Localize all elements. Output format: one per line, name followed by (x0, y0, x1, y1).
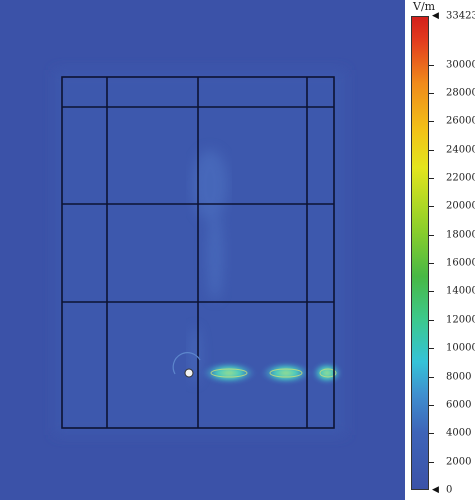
colorbar-tick-label: 2000 (446, 456, 472, 468)
field-hotspots (202, 362, 342, 384)
colorbar-tick-mark (429, 404, 434, 406)
colorbar-tick-mark (429, 433, 434, 435)
colorbar-tick-label: 30000 (446, 59, 475, 71)
geometry-grid (61, 76, 335, 429)
field-plot (0, 0, 405, 500)
colorbar (411, 16, 429, 490)
colorbar-tick-label: 6000 (446, 399, 472, 411)
colorbar-min-label: 0 (446, 484, 453, 496)
colorbar-tick-label: 18000 (446, 229, 475, 241)
colorbar-tick-mark (429, 291, 434, 293)
colorbar-tick-label: 28000 (446, 87, 475, 99)
colorbar-tick-mark (429, 149, 434, 151)
colorbar-tick-mark (429, 461, 434, 463)
colorbar-tick-mark (429, 319, 434, 321)
colorbar-tick-mark (429, 92, 434, 94)
colorbar-tick-label: 4000 (446, 427, 472, 439)
colorbar-unit: V/m (413, 0, 436, 13)
hotspot-3 (312, 362, 342, 384)
colorbar-tick-mark (429, 64, 434, 66)
min-arrow-icon: ◀ (432, 485, 439, 495)
probe-point (184, 368, 194, 378)
colorbar-tick-label: 10000 (446, 342, 475, 354)
hotspot-2 (261, 362, 311, 384)
max-arrow-icon: ◀ (432, 11, 439, 21)
colorbar-tick-label: 26000 (446, 115, 475, 127)
colorbar-tick-mark (429, 121, 434, 123)
colorbar-tick-label: 24000 (446, 144, 475, 156)
colorbar-tick-mark (429, 263, 434, 265)
colorbar-tick-mark (429, 376, 434, 378)
colorbar-tick-label: 8000 (446, 371, 472, 383)
colorbar-tick-mark (429, 348, 434, 350)
probe-arc (172, 352, 201, 375)
colorbar-tick-label: 22000 (446, 172, 475, 184)
colorbar-tick-label: 14000 (446, 285, 475, 297)
colorbar-tick-mark (429, 234, 434, 236)
hotspot-cores (210, 368, 337, 378)
colorbar-tick-mark (429, 206, 434, 208)
colorbar-max-label: 33423 (446, 10, 475, 22)
colorbar-tick-label: 16000 (446, 257, 475, 269)
colorbar-tick-mark (429, 177, 434, 179)
hotspot-1 (202, 362, 256, 384)
colorbar-tick-label: 20000 (446, 200, 475, 212)
colorbar-tick-label: 12000 (446, 314, 475, 326)
